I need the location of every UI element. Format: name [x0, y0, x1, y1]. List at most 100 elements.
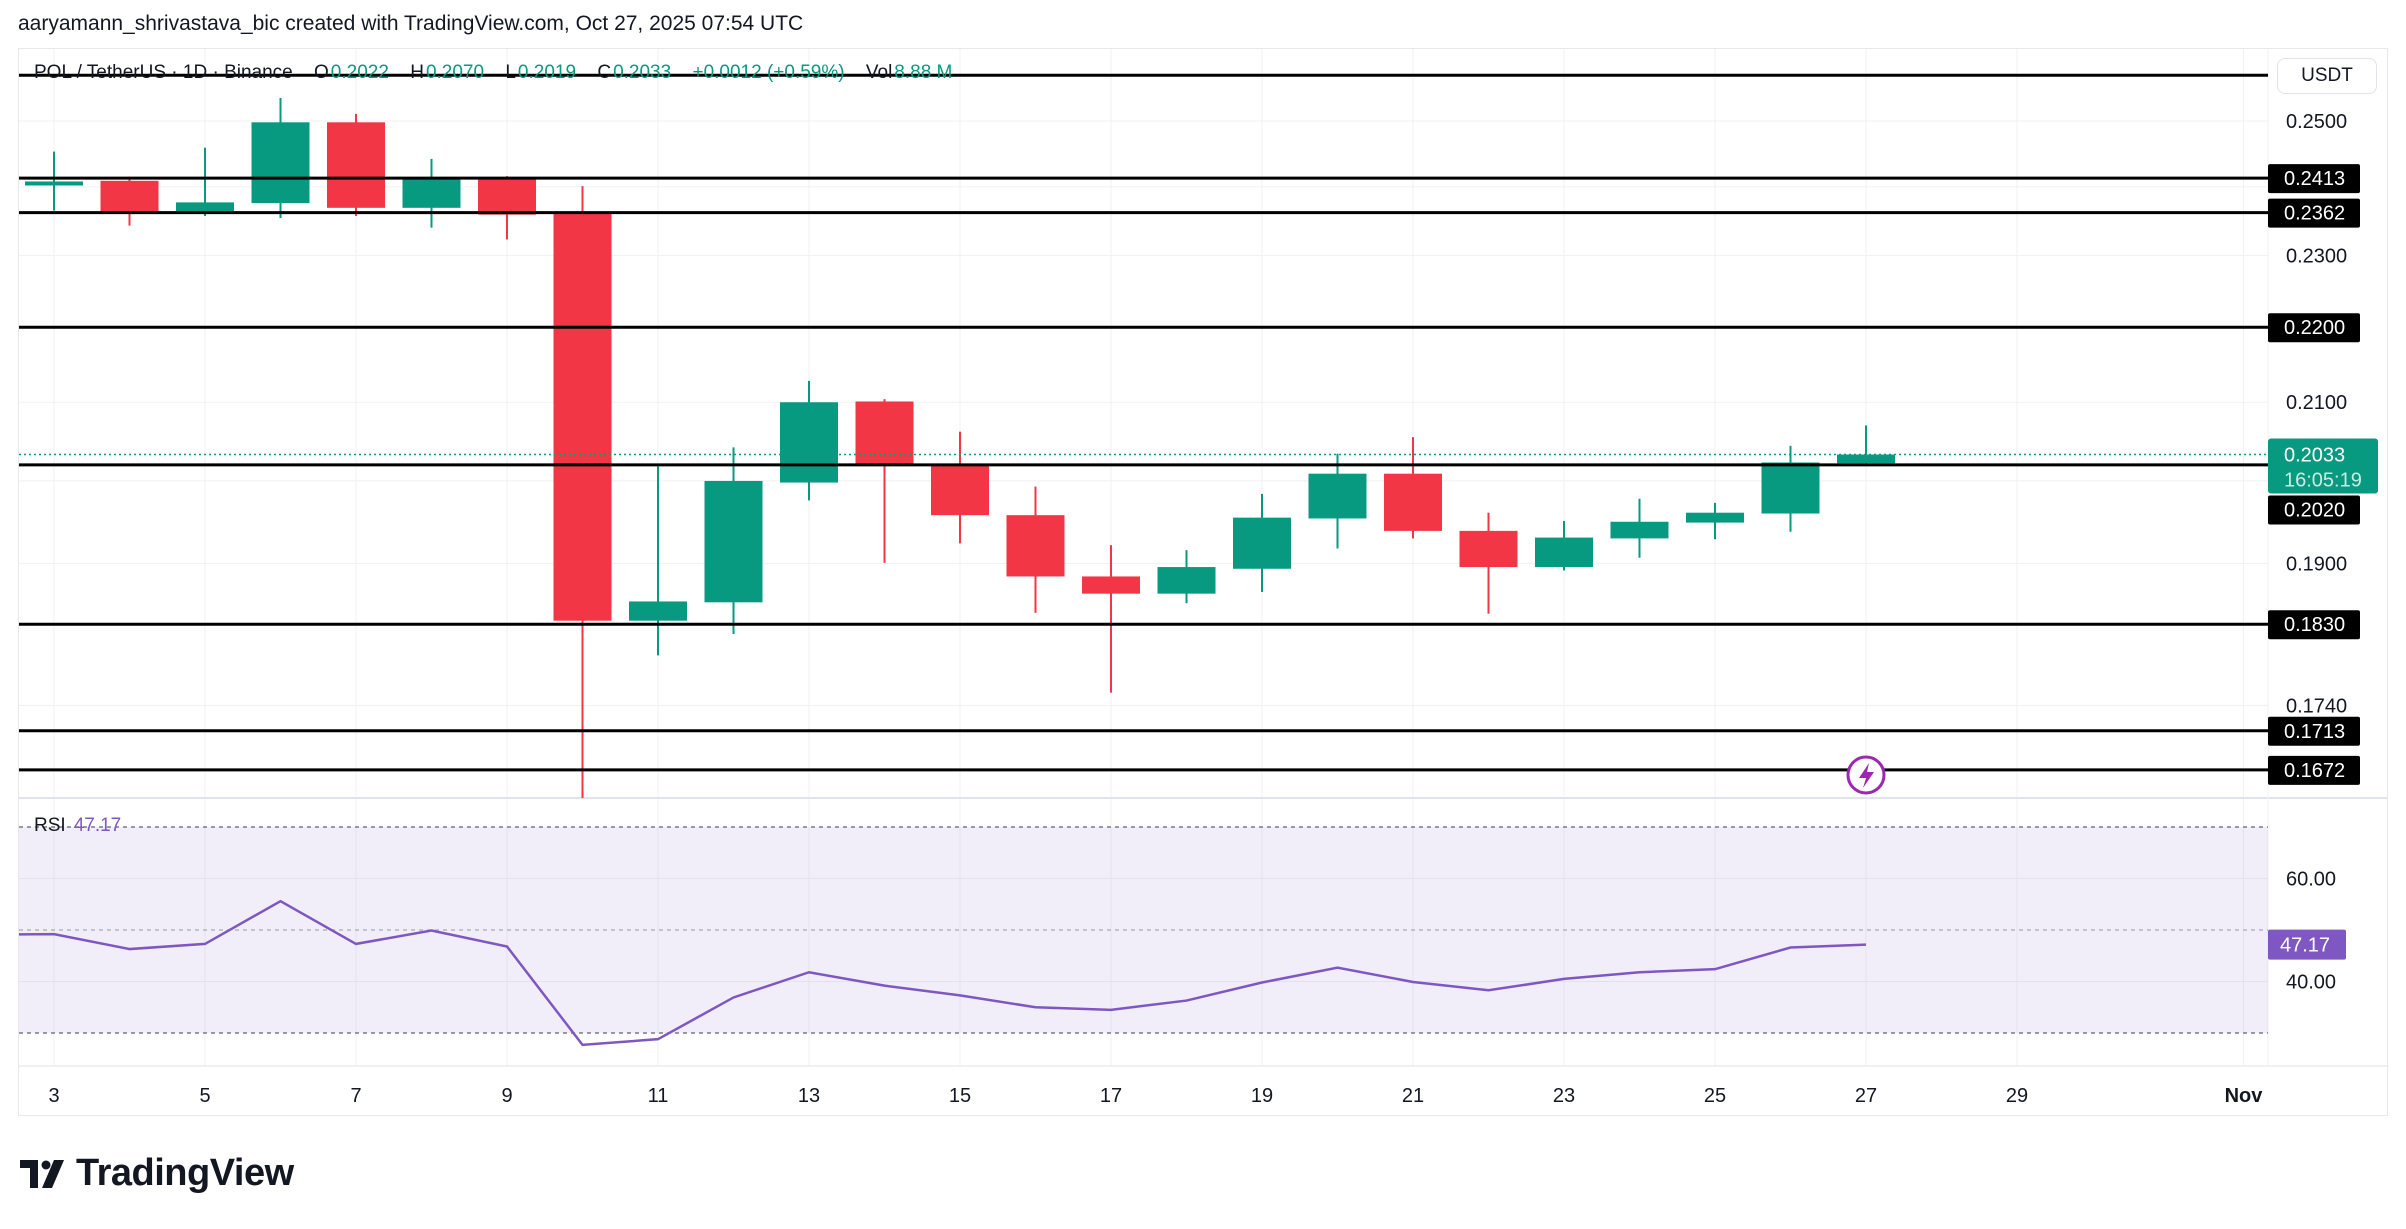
rsi-value: 47.17	[73, 815, 122, 836]
candle[interactable]	[780, 380, 838, 501]
candle-body	[1308, 473, 1367, 519]
price-tick-label: 0.1900	[2286, 554, 2347, 576]
low-label: L	[505, 62, 516, 83]
candle-body	[1686, 512, 1744, 523]
level-price-label-bg	[2268, 716, 2360, 746]
candle-body	[629, 601, 687, 621]
rsi-value-label-bg	[2268, 929, 2346, 960]
candle-body	[25, 181, 83, 186]
candle[interactable]	[1082, 545, 1140, 693]
level-price-label: 0.2362	[2284, 203, 2345, 225]
candle[interactable]	[478, 176, 536, 240]
level-price-label: 0.1713	[2284, 721, 2345, 743]
currency-button[interactable]: USDT	[2277, 58, 2377, 94]
rsi-tick-label: 40.00	[2286, 972, 2336, 994]
close-value: 0.2033	[613, 62, 672, 83]
last-price-label: 0.2033	[2284, 445, 2345, 467]
candle[interactable]	[553, 186, 612, 841]
candle[interactable]	[1535, 520, 1593, 571]
time-tick-label: 19	[1251, 1085, 1273, 1107]
rsi-value-label: 47.17	[2280, 935, 2330, 957]
candle[interactable]	[1308, 453, 1367, 549]
candle[interactable]	[1837, 425, 1895, 466]
time-tick-label: 25	[1704, 1085, 1726, 1107]
candle[interactable]	[1459, 512, 1518, 614]
candle[interactable]	[629, 466, 687, 656]
candle-body	[553, 212, 612, 621]
level-price-label: 0.2413	[2284, 168, 2345, 190]
tradingview-logo-icon	[20, 1159, 64, 1188]
candle-body	[931, 464, 989, 516]
level-price-label: 0.1830	[2284, 614, 2345, 636]
candle[interactable]	[1384, 437, 1442, 539]
time-tick-label: 27	[1855, 1085, 1877, 1107]
rsi-line	[19, 899, 1867, 1047]
candle-body	[100, 180, 159, 212]
level-price-label: 0.2020	[2284, 500, 2345, 522]
lightning-icon-bolt	[1859, 763, 1874, 788]
candle[interactable]	[1761, 445, 1820, 532]
lightning-icon[interactable]	[1846, 755, 1886, 795]
time-tick-label: 15	[949, 1085, 971, 1107]
level-price-label-bg	[2268, 755, 2360, 785]
candle[interactable]	[25, 151, 83, 211]
bar-countdown: 16:05:19	[2284, 470, 2362, 492]
candle-body	[1459, 530, 1518, 568]
time-tick-label: 9	[501, 1085, 512, 1107]
candles	[25, 97, 1895, 841]
rsi-tick-label: 60.00	[2286, 869, 2336, 891]
candle[interactable]	[855, 399, 914, 563]
candle[interactable]	[251, 97, 310, 219]
time-tick-label: 7	[350, 1085, 361, 1107]
tradingview-logo[interactable]: TradingView	[20, 1152, 294, 1195]
candle[interactable]	[1157, 550, 1216, 604]
level-price-label-bg	[2268, 610, 2360, 640]
candle[interactable]	[931, 431, 989, 544]
tradingview-logo-text: TradingView	[76, 1152, 294, 1194]
candle[interactable]	[1686, 502, 1744, 540]
candle[interactable]	[100, 176, 159, 226]
price-tick-label: 0.2100	[2286, 392, 2347, 414]
level-price-label: 0.2200	[2284, 317, 2345, 339]
candle[interactable]	[402, 158, 461, 228]
level-price-label-bg	[2268, 313, 2360, 343]
time-tick-label: 23	[1553, 1085, 1575, 1107]
price-tick-label: 0.2500	[2286, 111, 2347, 133]
candle-body	[327, 122, 385, 208]
symbol-title[interactable]: POL / TetherUS · 1D · Binance	[34, 62, 293, 83]
candle-body	[176, 202, 234, 212]
time-tick-label: 29	[2006, 1085, 2028, 1107]
price-tick-label: 0.1740	[2286, 696, 2347, 718]
candle-body	[478, 178, 536, 215]
candle[interactable]	[1233, 493, 1291, 592]
candle-body	[1535, 537, 1593, 568]
candle-body	[1233, 517, 1291, 569]
candle[interactable]	[1006, 486, 1065, 613]
rsi-title[interactable]: RSI	[34, 815, 66, 836]
level-price-label: 0.1672	[2284, 760, 2345, 782]
time-tick-label: 17	[1100, 1085, 1122, 1107]
candle-body	[1384, 473, 1442, 531]
time-tick-label: 11	[648, 1085, 669, 1107]
candle-body	[1610, 521, 1669, 539]
candle-body	[251, 122, 310, 204]
price-tick-label: 0.2300	[2286, 245, 2347, 267]
rsi-pane	[19, 826, 2268, 1047]
change-value: +0.0012 (+0.59%)	[692, 62, 845, 83]
candle[interactable]	[327, 113, 385, 217]
candle-body	[1837, 454, 1895, 464]
candle-body	[402, 178, 461, 208]
time-tick-label: Nov	[2225, 1085, 2264, 1107]
candle[interactable]	[176, 147, 234, 217]
candle[interactable]	[1610, 498, 1669, 558]
time-tick-label: 21	[1402, 1085, 1424, 1107]
candle-body	[855, 401, 914, 465]
time-tick-label: 3	[48, 1085, 59, 1107]
chart-credit: aaryamann_shrivastava_bic created with T…	[18, 12, 804, 35]
candle-body	[1761, 462, 1820, 514]
volume-value: 8.88 M	[894, 62, 953, 83]
candle[interactable]	[704, 447, 763, 634]
level-price-label-bg	[2268, 164, 2360, 194]
